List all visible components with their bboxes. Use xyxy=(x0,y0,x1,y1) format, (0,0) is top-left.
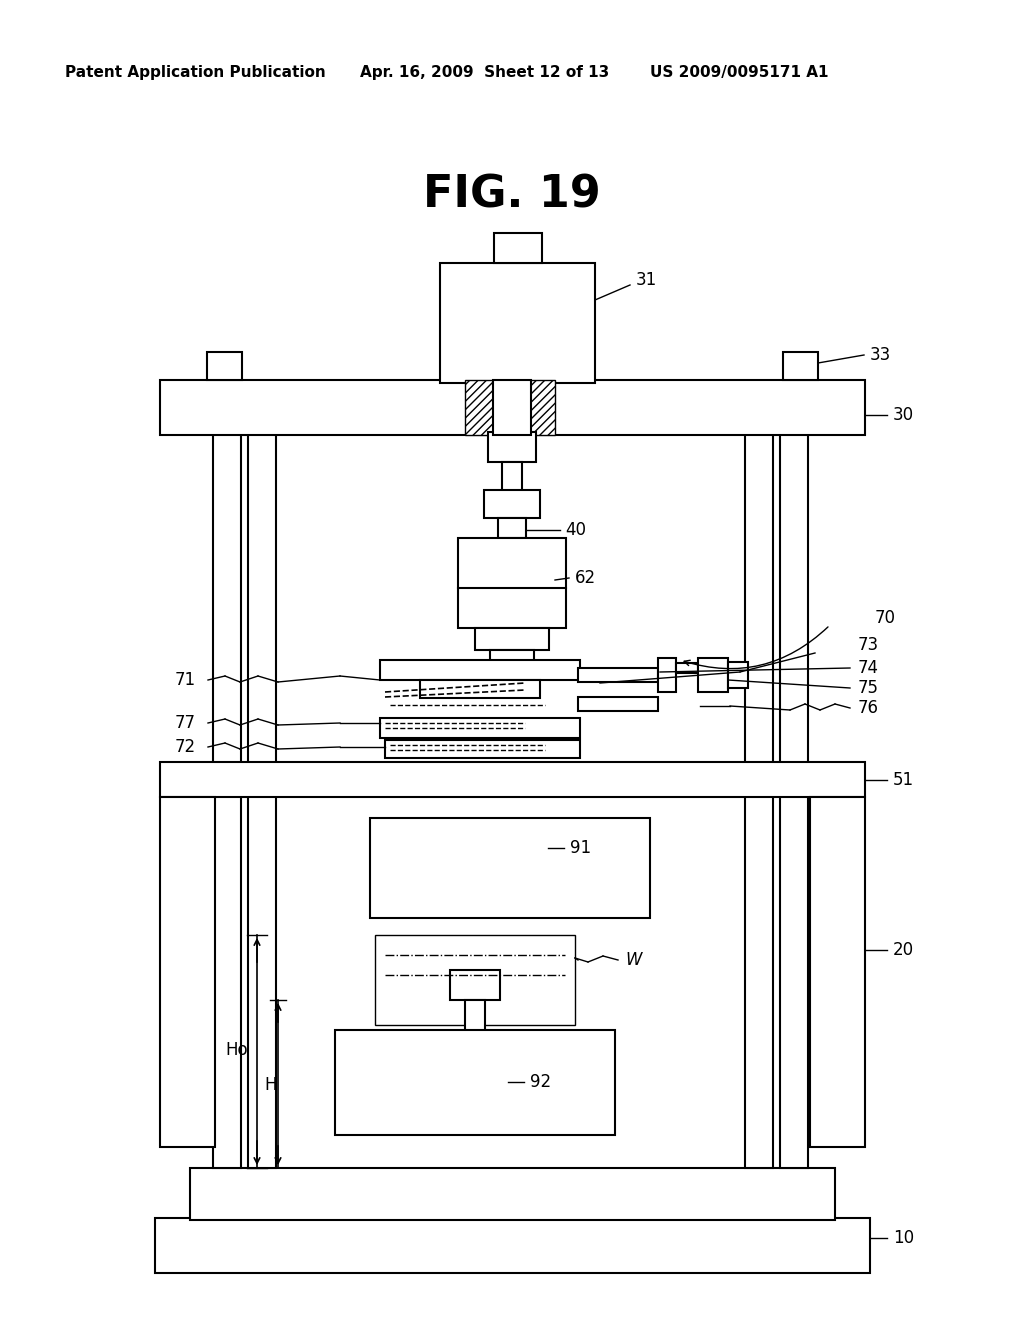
Bar xyxy=(160,380,865,436)
Bar xyxy=(484,490,540,517)
Bar xyxy=(375,935,575,1026)
Bar xyxy=(190,1168,835,1220)
Bar xyxy=(458,539,566,628)
Text: H: H xyxy=(264,1076,276,1094)
Bar xyxy=(490,649,534,668)
Bar xyxy=(498,517,526,539)
Text: W: W xyxy=(625,950,641,969)
Bar xyxy=(380,718,580,738)
Bar xyxy=(578,697,658,711)
Text: 62: 62 xyxy=(575,569,596,587)
Text: 74: 74 xyxy=(858,659,879,677)
Bar xyxy=(488,432,536,462)
Bar xyxy=(658,657,676,692)
Bar xyxy=(527,380,555,436)
Text: 70: 70 xyxy=(874,609,896,627)
Bar xyxy=(745,432,773,1168)
Text: 33: 33 xyxy=(870,346,891,364)
Text: 20: 20 xyxy=(893,941,914,960)
Bar xyxy=(207,352,242,380)
Bar xyxy=(160,762,865,797)
Text: Apr. 16, 2009  Sheet 12 of 13: Apr. 16, 2009 Sheet 12 of 13 xyxy=(360,65,609,79)
Bar xyxy=(440,263,595,383)
Text: Ho: Ho xyxy=(225,1041,248,1059)
Bar xyxy=(783,352,818,380)
Bar xyxy=(450,970,500,1001)
Bar xyxy=(502,462,522,492)
Bar xyxy=(465,380,493,436)
Text: 51: 51 xyxy=(893,771,914,789)
Text: 76: 76 xyxy=(858,700,879,717)
Bar xyxy=(155,1218,870,1272)
Text: 72: 72 xyxy=(175,738,197,756)
Bar xyxy=(335,1030,615,1135)
Text: 73: 73 xyxy=(858,636,880,653)
Text: 30: 30 xyxy=(893,407,914,424)
Bar xyxy=(370,818,650,917)
Bar xyxy=(160,797,215,1147)
Bar xyxy=(676,663,698,673)
Text: US 2009/0095171 A1: US 2009/0095171 A1 xyxy=(650,65,828,79)
Bar xyxy=(728,663,748,688)
Bar xyxy=(493,380,531,436)
Bar xyxy=(248,432,276,1168)
Text: 10: 10 xyxy=(893,1229,914,1247)
Bar xyxy=(810,797,865,1147)
Text: 91: 91 xyxy=(570,840,591,857)
Bar xyxy=(578,668,658,682)
Text: 31: 31 xyxy=(636,271,657,289)
Text: 71: 71 xyxy=(175,671,197,689)
Bar xyxy=(698,657,728,692)
Text: 77: 77 xyxy=(175,714,196,733)
Text: 92: 92 xyxy=(530,1073,551,1092)
Text: Patent Application Publication: Patent Application Publication xyxy=(65,65,326,79)
Text: 75: 75 xyxy=(858,678,879,697)
Bar xyxy=(380,660,580,680)
Text: 40: 40 xyxy=(565,521,586,539)
Bar xyxy=(420,680,540,698)
Bar xyxy=(494,234,542,263)
Bar xyxy=(780,432,808,1168)
Bar xyxy=(465,1001,485,1049)
Text: FIG. 19: FIG. 19 xyxy=(423,173,601,216)
Bar xyxy=(213,432,241,1168)
Bar xyxy=(475,628,549,649)
Bar xyxy=(385,741,580,758)
